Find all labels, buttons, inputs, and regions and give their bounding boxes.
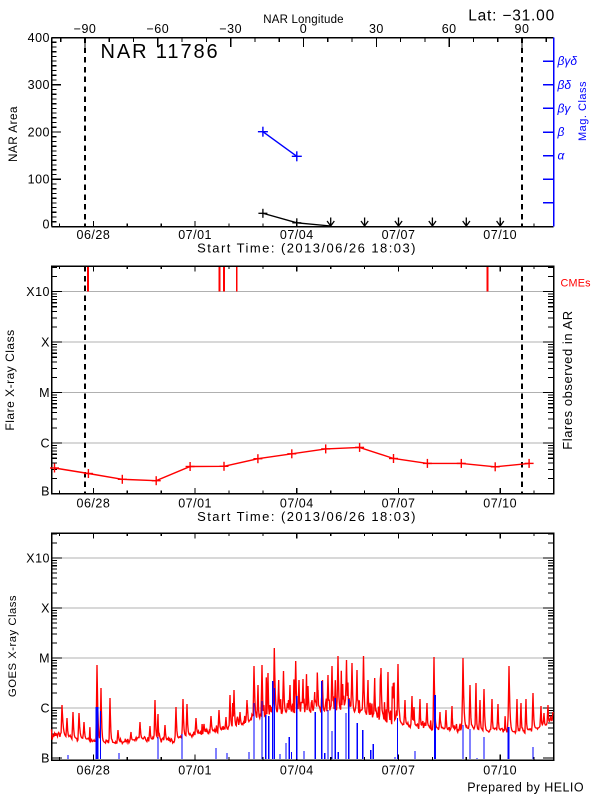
svg-text:400: 400 xyxy=(28,31,50,45)
svg-text:100: 100 xyxy=(28,173,50,187)
svg-text:300: 300 xyxy=(28,78,50,92)
svg-text:M: M xyxy=(39,651,50,665)
svg-text:NAR 11786: NAR 11786 xyxy=(101,41,220,63)
svg-text:Mag. Class: Mag. Class xyxy=(577,81,589,141)
svg-text:βγ: βγ xyxy=(557,101,572,115)
svg-text:07/01: 07/01 xyxy=(178,764,212,778)
svg-text:X: X xyxy=(41,335,50,349)
svg-text:Start Time: (2013/06/26 18:03): Start Time: (2013/06/26 18:03) xyxy=(197,509,417,524)
svg-text:06/28: 06/28 xyxy=(77,764,111,778)
svg-text:−60: −60 xyxy=(146,22,169,36)
svg-text:βδ: βδ xyxy=(557,78,572,92)
svg-text:M: M xyxy=(39,386,50,400)
svg-text:CMEs: CMEs xyxy=(561,278,592,290)
svg-text:07/07: 07/07 xyxy=(382,228,416,242)
svg-text:90: 90 xyxy=(515,22,530,36)
svg-text:60: 60 xyxy=(442,22,457,36)
svg-text:α: α xyxy=(558,149,566,163)
svg-text:Flare X-ray Class: Flare X-ray Class xyxy=(3,329,17,430)
svg-text:07/04: 07/04 xyxy=(280,497,314,511)
svg-text:30: 30 xyxy=(369,22,384,36)
svg-text:βγδ: βγδ xyxy=(557,54,578,68)
svg-text:07/07: 07/07 xyxy=(382,497,416,511)
svg-text:NAR Longitude: NAR Longitude xyxy=(263,14,344,26)
svg-text:07/01: 07/01 xyxy=(178,228,212,242)
svg-text:0: 0 xyxy=(43,217,50,231)
svg-text:X: X xyxy=(41,601,50,615)
svg-text:NAR Area: NAR Area xyxy=(7,106,20,162)
svg-text:07/10: 07/10 xyxy=(483,497,517,511)
svg-text:X10: X10 xyxy=(26,551,50,565)
svg-text:Start Time: (2013/06/26 18:03): Start Time: (2013/06/26 18:03) xyxy=(197,241,417,256)
svg-text:07/10: 07/10 xyxy=(483,228,517,242)
svg-text:C: C xyxy=(40,701,50,715)
svg-text:−90: −90 xyxy=(74,22,97,36)
svg-text:0: 0 xyxy=(300,22,307,36)
svg-text:Prepared by HELIO: Prepared by HELIO xyxy=(467,781,584,795)
svg-text:Lat: −31.00: Lat: −31.00 xyxy=(468,8,555,25)
svg-text:B: B xyxy=(41,484,50,498)
svg-text:07/07: 07/07 xyxy=(382,764,416,778)
svg-text:Flares observed in AR: Flares observed in AR xyxy=(560,310,575,449)
svg-text:07/04: 07/04 xyxy=(280,228,314,242)
svg-text:200: 200 xyxy=(28,125,50,139)
svg-text:B: B xyxy=(41,751,50,765)
svg-text:07/01: 07/01 xyxy=(178,497,212,511)
svg-text:C: C xyxy=(40,436,50,450)
svg-text:06/28: 06/28 xyxy=(77,497,111,511)
svg-text:β: β xyxy=(557,125,565,139)
svg-text:X10: X10 xyxy=(26,285,50,299)
svg-text:−30: −30 xyxy=(219,22,242,36)
svg-text:06/28: 06/28 xyxy=(77,228,111,242)
svg-text:07/04: 07/04 xyxy=(280,764,314,778)
svg-text:GOES X-ray Class: GOES X-ray Class xyxy=(7,595,19,697)
svg-text:07/10: 07/10 xyxy=(483,764,517,778)
